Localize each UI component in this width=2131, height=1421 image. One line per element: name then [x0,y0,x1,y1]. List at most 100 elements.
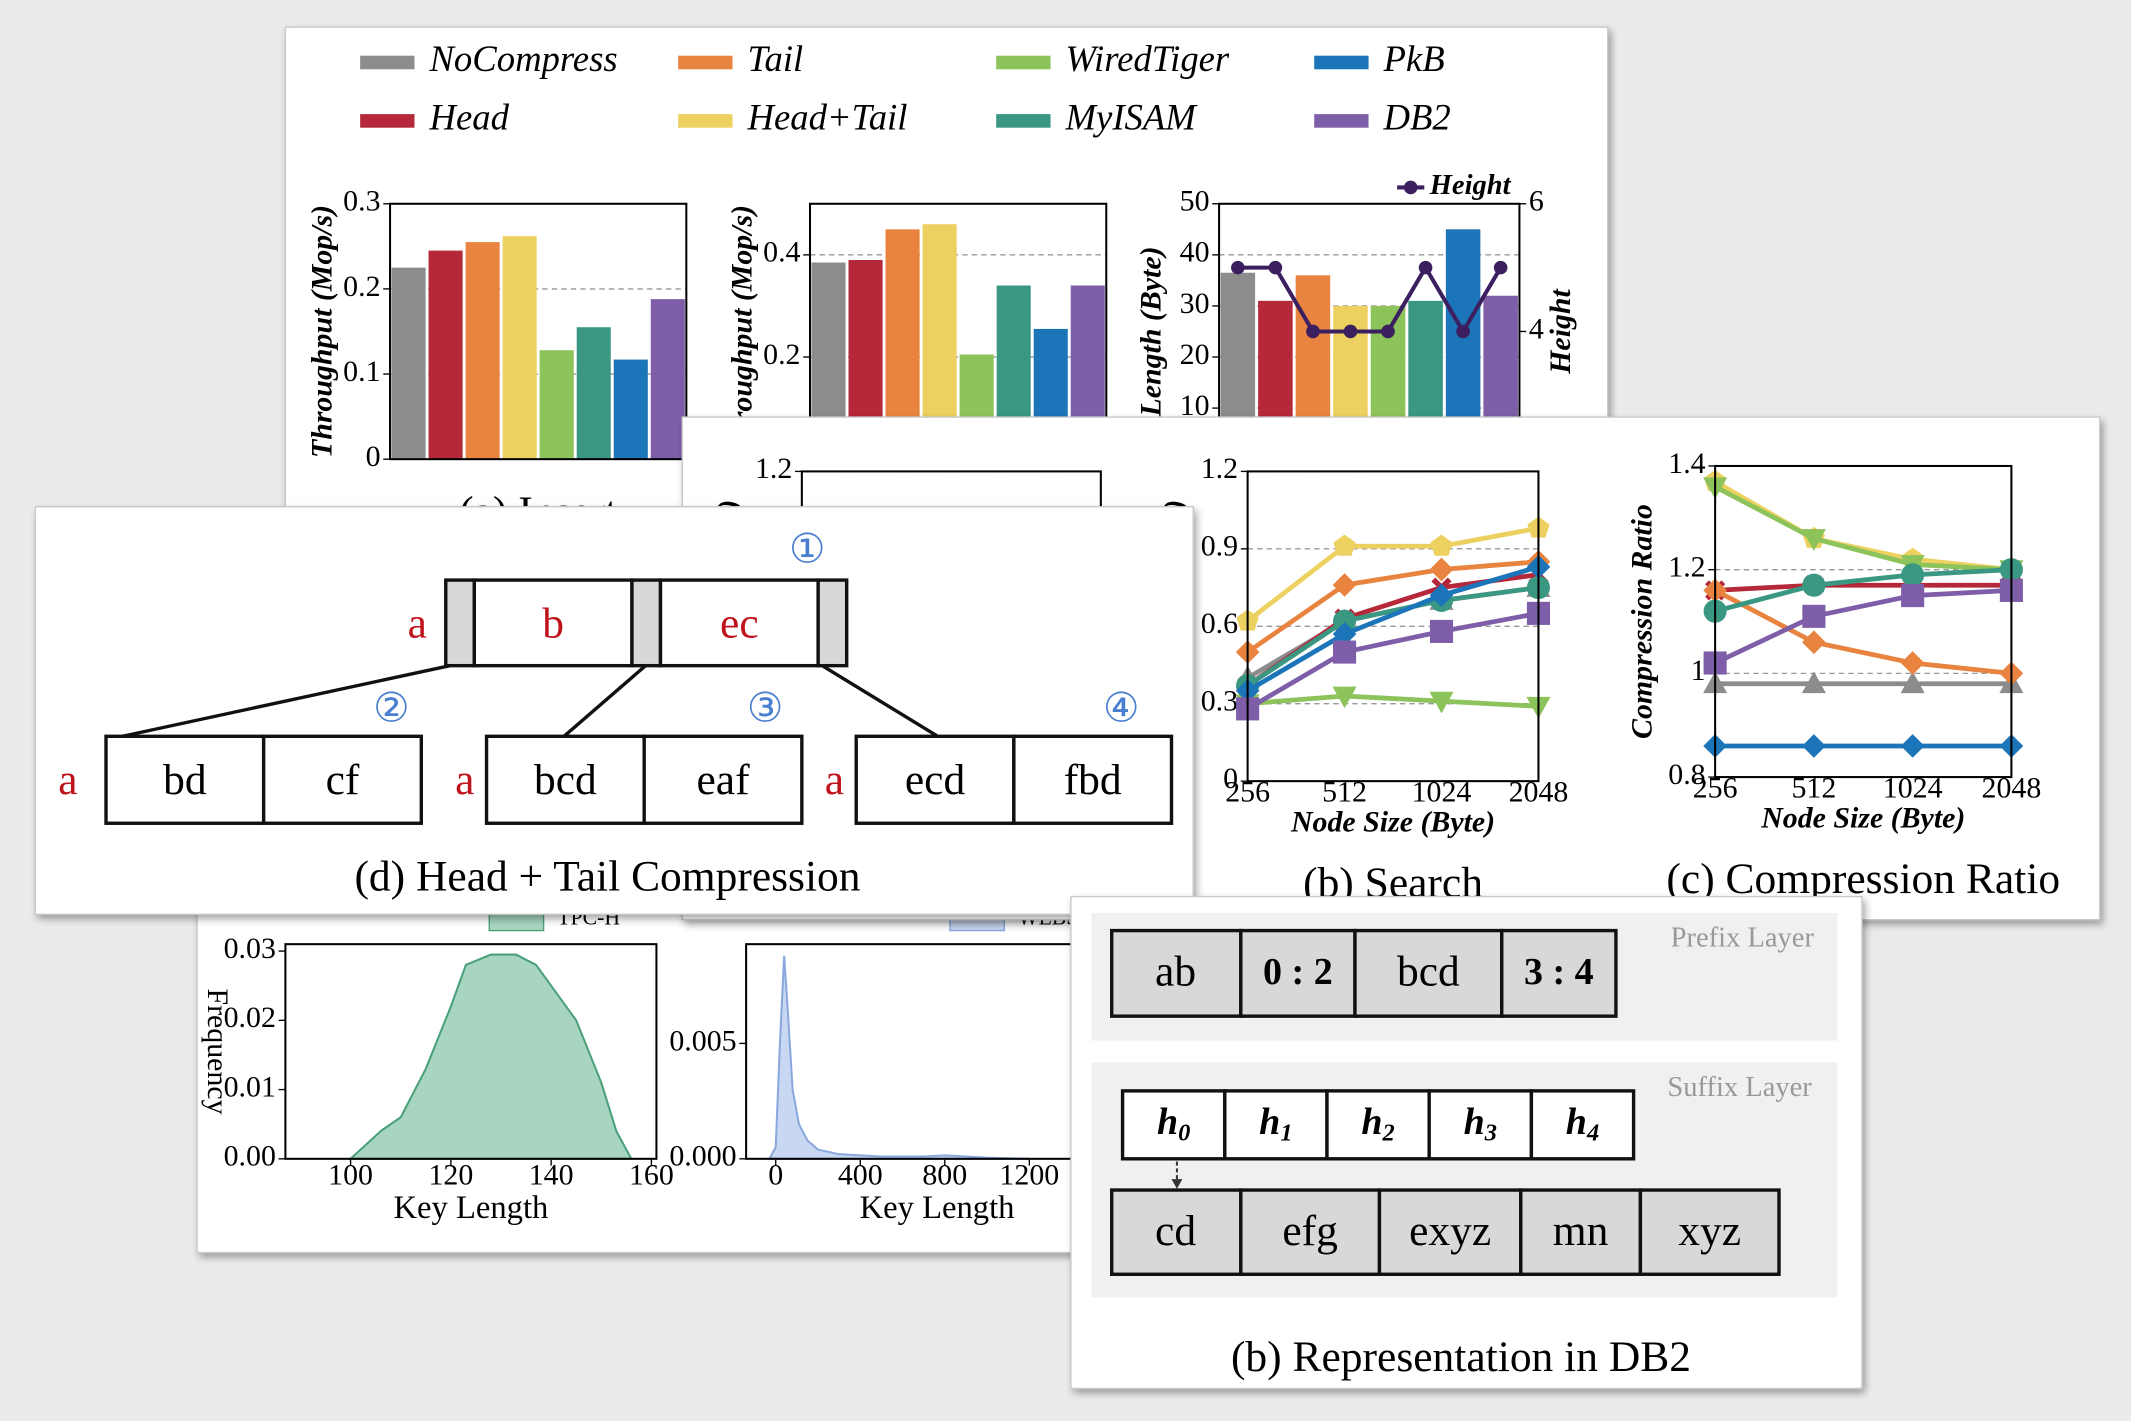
y-axis-label: Throughput (Mop/s) [726,205,759,458]
y-axis-label: Length (Byte) [1135,246,1168,417]
key: bd [163,756,207,804]
point [1900,651,1925,675]
y-tick-label: 40 [1180,236,1210,269]
step-marker: ③ [747,684,784,732]
point [1332,573,1357,597]
cell-text: 3 : 4 [1524,951,1594,993]
panel-db2: Prefix Layer ab 0 : 2 bcd 3 : 4 Suffix L… [1070,895,1863,1390]
y-tick-label: 1.2 [755,452,792,485]
y-tick-label: 0 [366,440,381,473]
area [767,955,1030,1160]
panel-bg [34,506,1194,915]
legend-swatch [360,55,415,70]
separator [444,578,477,668]
line [1246,564,1540,693]
hash-cell [1529,1089,1636,1161]
y-tick-label: 0.2 [343,270,380,303]
cell-text: ab [1155,947,1196,995]
y2-axis-label: Height [1544,287,1577,374]
bar [428,250,463,460]
hash-label: h1 [1259,1101,1292,1146]
point [1802,604,1826,628]
point [1493,260,1508,275]
y-tick-label: 0.4 [763,236,800,269]
plot-area [746,944,1129,1159]
y-tick-label: 0 [1223,762,1238,795]
hash-base: h [1157,1101,1178,1143]
point [1268,260,1283,275]
plot-frame [284,943,658,1160]
bar [613,359,648,460]
hash-sub: 2 [1382,1119,1395,1146]
x-axis-label: Key Length [393,1190,548,1226]
y-tick-label: 0.6 [1201,607,1238,640]
cell [1377,1188,1523,1276]
line [1246,559,1539,655]
bar [539,350,574,460]
legend-label: NoCompress [428,38,617,79]
legend-label: WiredTiger [1066,38,1230,79]
cell-text: mn [1553,1207,1609,1255]
y-tick-label: 0.02 [224,1001,276,1034]
y-tick-label: 0.2 [763,338,800,371]
y-tick-label: 0.01 [224,1070,276,1103]
bar [576,327,611,460]
layer-label: Prefix Layer [1671,923,1815,954]
point [1801,671,1826,694]
y-tick-label: 0.005 [669,1024,736,1057]
cell-text: 0 : 2 [1263,951,1333,993]
line [1714,588,2012,666]
legend-label: Head [428,96,509,137]
line [1246,611,1539,711]
y-tick-label: 20 [1180,338,1210,371]
panel-head-tail: a b ec ① a bd cf ② a bcd eaf ③ a ecd fbd… [34,506,1194,915]
legend-swatch [1403,180,1418,195]
y-axis-label: Frequency [201,988,234,1114]
y-tick-label: 0.000 [669,1140,736,1173]
y-tick-label: 30 [1180,287,1210,320]
bar [502,236,537,460]
point [1332,686,1357,709]
arrowhead [1171,1179,1183,1189]
hash-label: h0 [1157,1101,1190,1146]
y-tick-label: 0.9 [1201,530,1238,563]
y-tick-label: 0.1 [343,355,380,388]
point [1343,324,1358,339]
plot-frame [1714,464,2013,779]
line [1714,484,2012,573]
key-cell [472,578,634,668]
cell [1353,928,1504,1018]
point [1381,324,1395,339]
x-axis-label: Key Length [860,1190,1015,1226]
legend-swatch [996,55,1051,70]
cell-text: xyz [1678,1207,1741,1255]
key: cf [326,756,360,804]
x-tick-label: 0 [768,1159,783,1192]
cell-text: cd [1155,1207,1196,1255]
y-tick-label: 0.3 [1201,685,1238,718]
cell-text: bcd [1397,947,1460,995]
point [1429,557,1454,582]
y-tick-label: 6 [1529,185,1544,218]
legend-swatch [678,114,733,128]
key: ec [720,600,759,648]
prefix: a [455,756,474,804]
point [1231,260,1245,275]
y-tick-label: 1.2 [1201,452,1238,485]
hash-sub: 4 [1586,1119,1599,1146]
key: b [542,600,564,648]
caption: (d) Head + Tail Compression [354,852,860,900]
point [1429,691,1454,714]
plot-area [1715,465,2012,778]
point [1333,534,1356,556]
key: fbd [1064,756,1122,804]
y-tick-label: 4 [1529,312,1544,345]
caption: (b) Representation in DB2 [1231,1333,1691,1381]
hash-label: h4 [1566,1101,1599,1146]
point [1900,734,1925,758]
line [1246,525,1539,623]
bar [465,242,500,460]
line [1237,263,1503,336]
